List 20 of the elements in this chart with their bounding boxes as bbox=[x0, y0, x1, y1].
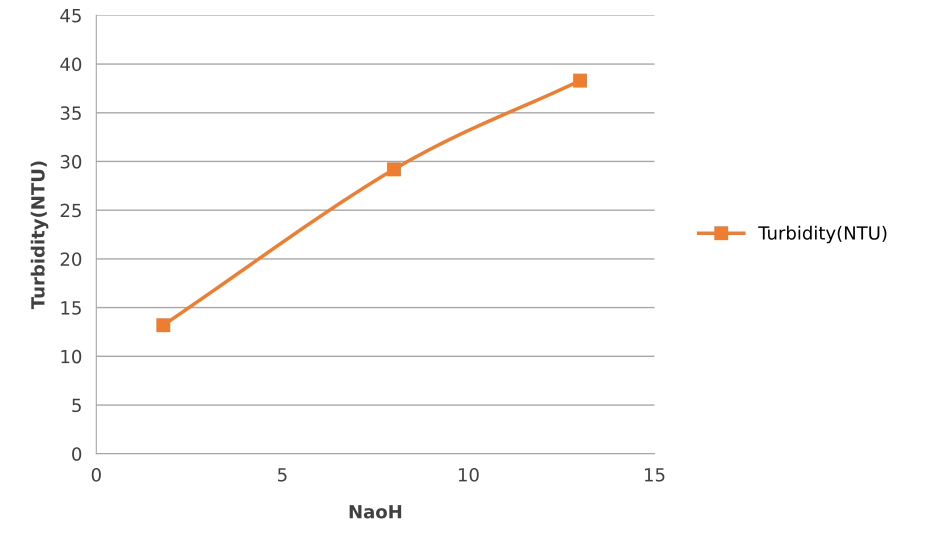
y-tick-label: 40 bbox=[60, 58, 82, 72]
point bbox=[387, 162, 401, 176]
y-tick-label: 10 bbox=[61, 350, 82, 364]
x-tick-label: 0 bbox=[92, 468, 101, 482]
x-axis-title: NaoH bbox=[350, 505, 402, 519]
legend-label: Turbidity(NTU) bbox=[758, 226, 886, 244]
y-tick-label: 25 bbox=[60, 204, 81, 218]
x-tick-label: 10 bbox=[458, 468, 479, 482]
y-tick-label: 35 bbox=[60, 106, 81, 120]
x-tick-label: 5 bbox=[278, 468, 287, 482]
y-tick-label: 30 bbox=[60, 154, 82, 169]
y-tick-label: 15 bbox=[61, 301, 81, 315]
point bbox=[156, 318, 170, 332]
y-tick-label: 5 bbox=[72, 398, 81, 412]
y-tick-label: 45 bbox=[60, 9, 81, 22]
point bbox=[573, 74, 588, 88]
y-axis-title: Turbidity(NTU) bbox=[30, 161, 48, 310]
x-tick-label: 15 bbox=[644, 468, 664, 482]
y-tick-label: 20 bbox=[60, 252, 82, 266]
y-tick-label: 0 bbox=[72, 447, 82, 461]
